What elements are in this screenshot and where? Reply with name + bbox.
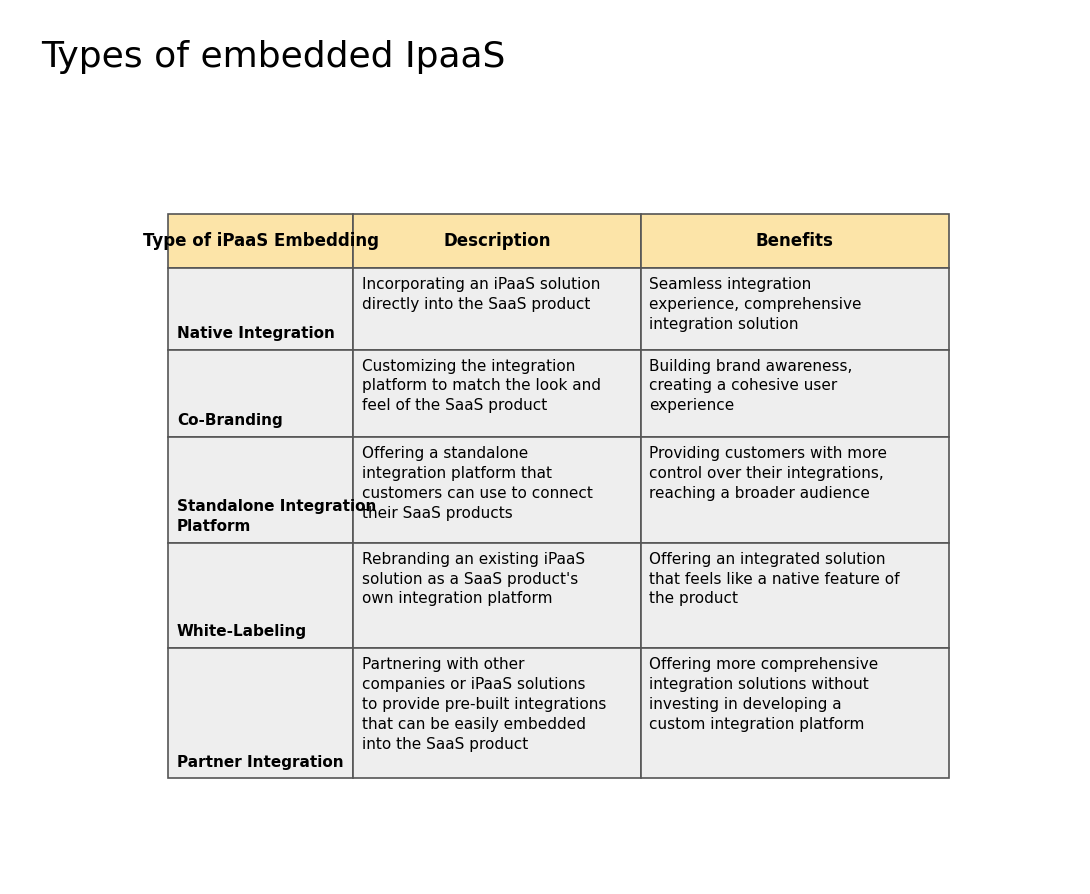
Bar — [168, 214, 353, 268]
Bar — [353, 648, 641, 779]
Text: Partnering with other
companies or iPaaS solutions
to provide pre-built integrat: Partnering with other companies or iPaaS… — [362, 657, 606, 752]
Bar — [353, 214, 641, 268]
Text: Offering an integrated solution
that feels like a native feature of
the product: Offering an integrated solution that fee… — [649, 552, 899, 606]
Text: Description: Description — [444, 232, 550, 250]
Text: Offering more comprehensive
integration solutions without
investing in developin: Offering more comprehensive integration … — [649, 657, 879, 731]
Bar — [353, 268, 641, 350]
Bar — [168, 648, 353, 779]
Text: White-Labeling: White-Labeling — [177, 624, 307, 639]
Text: Types of embedded IpaaS: Types of embedded IpaaS — [41, 40, 506, 74]
Text: Incorporating an iPaaS solution
directly into the SaaS product: Incorporating an iPaaS solution directly… — [362, 277, 601, 312]
Bar — [641, 543, 949, 648]
Bar — [168, 543, 353, 648]
Text: Partner Integration: Partner Integration — [177, 755, 343, 770]
Bar — [168, 437, 353, 543]
Bar — [641, 648, 949, 779]
Bar — [641, 437, 949, 543]
Bar — [353, 350, 641, 437]
Text: Seamless integration
experience, comprehensive
integration solution: Seamless integration experience, compreh… — [649, 277, 861, 332]
Bar — [168, 350, 353, 437]
Bar — [641, 268, 949, 350]
Bar — [353, 543, 641, 648]
Text: Co-Branding: Co-Branding — [177, 413, 282, 428]
Text: Benefits: Benefits — [755, 232, 834, 250]
Text: Offering a standalone
integration platform that
customers can use to connect
the: Offering a standalone integration platfo… — [362, 446, 593, 520]
Text: Rebranding an existing iPaaS
solution as a SaaS product's
own integration platfo: Rebranding an existing iPaaS solution as… — [362, 552, 585, 606]
Text: Customizing the integration
platform to match the look and
feel of the SaaS prod: Customizing the integration platform to … — [362, 358, 601, 413]
Bar — [168, 268, 353, 350]
Text: Providing customers with more
control over their integrations,
reaching a broade: Providing customers with more control ov… — [649, 446, 887, 501]
Text: Type of iPaaS Embedding: Type of iPaaS Embedding — [143, 232, 379, 250]
Bar — [641, 350, 949, 437]
Bar — [353, 437, 641, 543]
Text: Standalone Integration
Platform: Standalone Integration Platform — [177, 499, 376, 534]
Bar — [641, 214, 949, 268]
Text: Native Integration: Native Integration — [177, 325, 335, 341]
Text: Building brand awareness,
creating a cohesive user
experience: Building brand awareness, creating a coh… — [649, 358, 852, 413]
